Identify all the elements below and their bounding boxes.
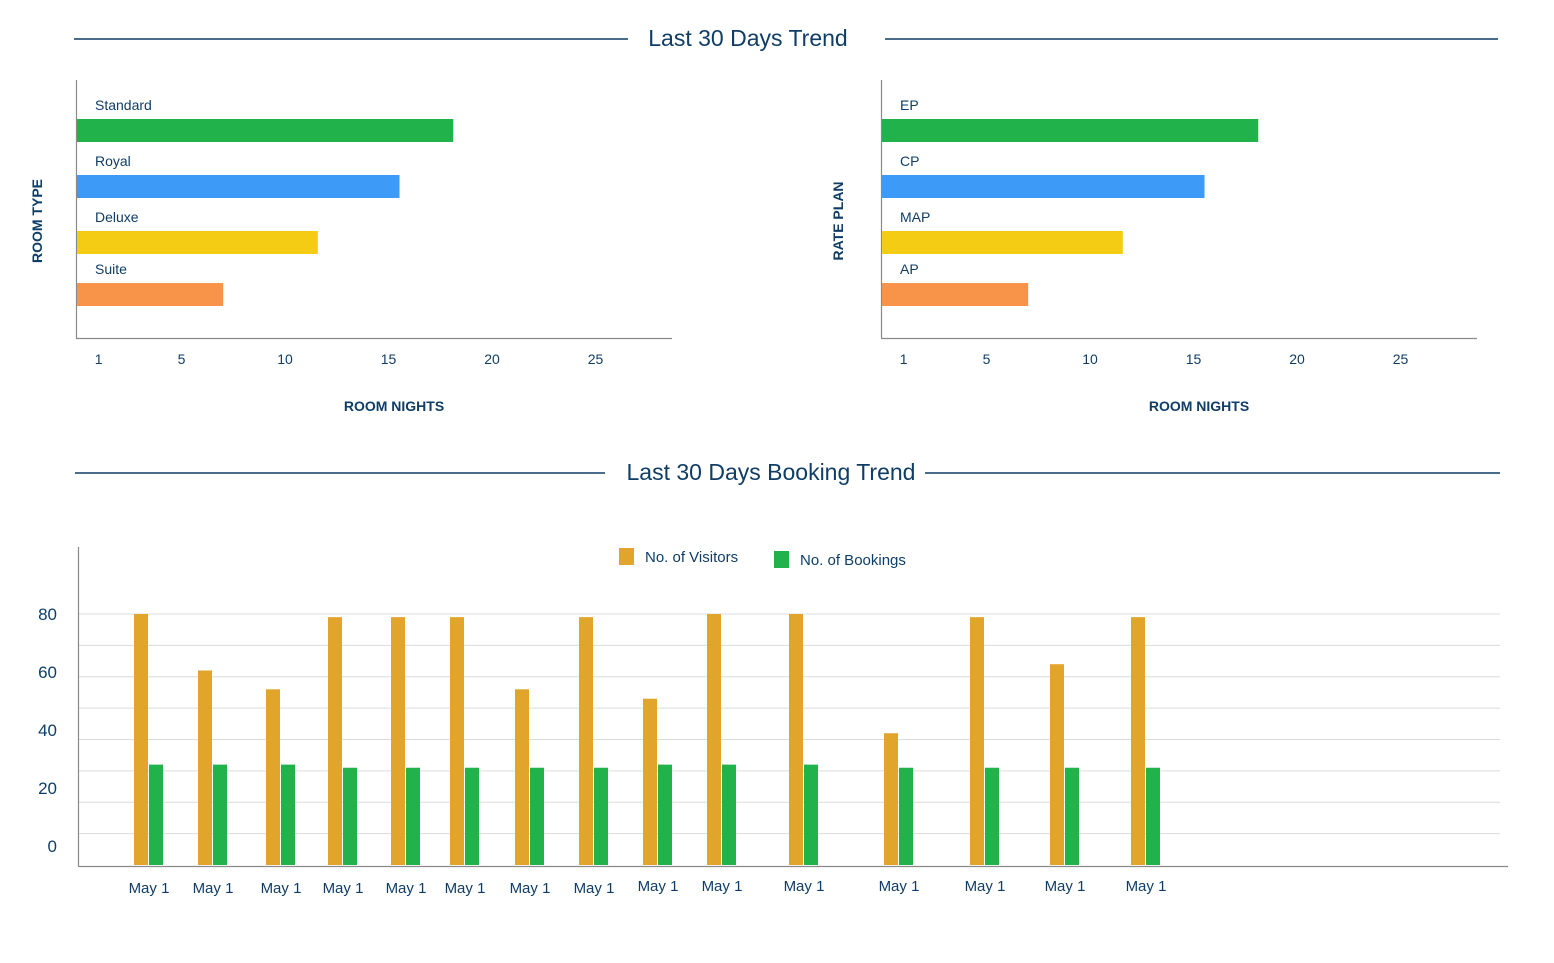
x-tick-label-6: May 1	[445, 880, 486, 897]
room-type-y-axis-title: ROOM TYPE	[29, 179, 45, 263]
trend-section-title: Last 30 Days Trend	[648, 25, 847, 51]
x-tick-label-11: May 1	[784, 878, 825, 895]
x-tick-label-5: May 1	[386, 880, 427, 897]
bar-no-of-bookings-1	[149, 764, 163, 865]
bar-no-of-bookings-11	[804, 764, 818, 865]
bar-no-of-bookings-15	[1146, 767, 1160, 865]
rate-plan-y-axis-title: RATE PLAN	[830, 181, 846, 260]
category-label-suite: Suite	[95, 261, 127, 277]
x-tick-label-10: May 1	[702, 878, 743, 895]
bar-no-of-bookings-8	[594, 767, 608, 865]
bar-no-of-visitors-15	[1131, 617, 1145, 865]
x-tick-label-14: May 1	[1045, 878, 1086, 895]
bar-no-of-visitors-6	[450, 617, 464, 865]
legend-swatch-visitors	[619, 548, 634, 565]
bar-suite	[77, 283, 224, 306]
bar-no-of-bookings-10	[722, 764, 736, 865]
legend-swatch-bookings	[774, 551, 789, 568]
x-tick-label-13: May 1	[965, 878, 1006, 895]
rate-plan-x-tick-20: 20	[1289, 351, 1305, 367]
rate-plan-x-tick-25: 25	[1393, 351, 1409, 367]
room-type-x-tick-15: 15	[381, 351, 397, 367]
bar-no-of-visitors-11	[789, 614, 803, 865]
bar-no-of-bookings-12	[899, 767, 913, 865]
bar-no-of-visitors-10	[707, 614, 721, 865]
bar-no-of-bookings-14	[1065, 767, 1079, 865]
category-label-standard: Standard	[95, 97, 152, 113]
bar-no-of-bookings-9	[658, 764, 672, 865]
bar-no-of-bookings-2	[213, 764, 227, 865]
category-label-royal: Royal	[95, 153, 131, 169]
category-label-deluxe: Deluxe	[95, 209, 139, 225]
x-tick-label-8: May 1	[574, 880, 615, 897]
bar-cp	[882, 175, 1205, 198]
bar-royal	[77, 175, 400, 198]
rate-plan-x-axis-title: ROOM NIGHTS	[1149, 398, 1249, 414]
y-tick-80: 80	[38, 605, 57, 624]
x-tick-label-7: May 1	[510, 880, 551, 897]
bar-no-of-bookings-5	[406, 767, 420, 865]
room-type-chart: ROOM TYPE ROOM NIGHTS Standard Royal Delux…	[29, 80, 672, 414]
room-type-x-axis-title: ROOM NIGHTS	[344, 398, 444, 414]
bar-no-of-bookings-6	[465, 767, 479, 865]
rate-plan-x-tick-5: 5	[983, 351, 991, 367]
booking-section-title: Last 30 Days Booking Trend	[627, 459, 916, 485]
x-tick-label-9: May 1	[638, 878, 679, 895]
room-type-x-tick-5: 5	[178, 351, 186, 367]
bar-standard	[77, 119, 454, 142]
category-label-cp: CP	[900, 153, 919, 169]
legend-label-bookings: No. of Bookings	[800, 552, 906, 569]
legend-label-visitors: No. of Visitors	[645, 549, 738, 566]
room-type-x-tick-20: 20	[484, 351, 500, 367]
booking-legend: No. of Visitors No. of Bookings	[619, 548, 906, 569]
bar-no-of-visitors-13	[970, 617, 984, 865]
bar-no-of-visitors-3	[266, 689, 280, 865]
x-tick-label-1: May 1	[129, 880, 170, 897]
x-tick-label-12: May 1	[879, 878, 920, 895]
trend-section-header: Last 30 Days Trend	[74, 25, 1498, 51]
y-tick-0: 0	[48, 837, 57, 856]
x-tick-label-2: May 1	[193, 880, 234, 897]
room-type-x-tick-25: 25	[588, 351, 604, 367]
y-tick-60: 60	[38, 663, 57, 682]
bar-no-of-visitors-4	[328, 617, 342, 865]
room-type-x-tick-1: 1	[95, 351, 103, 367]
bar-no-of-visitors-1	[134, 614, 148, 865]
bar-no-of-bookings-13	[985, 767, 999, 865]
category-label-ap: AP	[900, 261, 919, 277]
booking-trend-chart: No. of Visitors No. of Bookings 0 20 40 60 8…	[38, 547, 1508, 897]
bar-no-of-bookings-3	[281, 764, 295, 865]
rate-plan-x-tick-10: 10	[1082, 351, 1098, 367]
y-tick-20: 20	[38, 779, 57, 798]
bar-no-of-bookings-7	[530, 767, 544, 865]
bar-ep	[882, 119, 1259, 142]
bar-no-of-visitors-5	[391, 617, 405, 865]
bar-deluxe	[77, 231, 318, 254]
y-tick-40: 40	[38, 721, 57, 740]
bar-no-of-visitors-12	[884, 733, 898, 865]
booking-section-header: Last 30 Days Booking Trend	[75, 459, 1500, 485]
bar-no-of-visitors-8	[579, 617, 593, 865]
bar-no-of-bookings-4	[343, 767, 357, 865]
bar-ap	[882, 283, 1029, 306]
bar-no-of-visitors-9	[643, 698, 657, 865]
category-label-map: MAP	[900, 209, 930, 225]
x-tick-label-15: May 1	[1126, 878, 1167, 895]
category-label-ep: EP	[900, 97, 919, 113]
bar-no-of-visitors-14	[1050, 664, 1064, 865]
rate-plan-x-tick-15: 15	[1186, 351, 1202, 367]
room-type-x-tick-10: 10	[277, 351, 293, 367]
x-tick-label-3: May 1	[261, 880, 302, 897]
bar-no-of-visitors-7	[515, 689, 529, 865]
x-tick-label-4: May 1	[323, 880, 364, 897]
bar-no-of-visitors-2	[198, 670, 212, 865]
bar-map	[882, 231, 1123, 254]
rate-plan-x-tick-1: 1	[900, 351, 908, 367]
